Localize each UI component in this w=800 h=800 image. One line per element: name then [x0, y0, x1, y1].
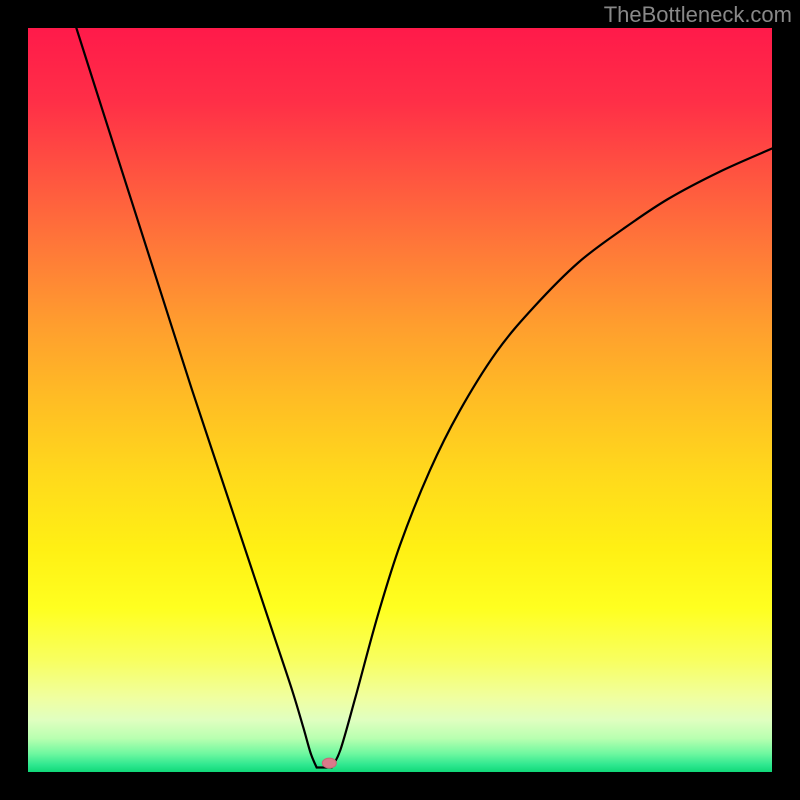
chart-container: TheBottleneck.com: [0, 0, 800, 800]
bottleneck-chart: [0, 0, 800, 800]
plot-background: [28, 28, 772, 772]
watermark-text: TheBottleneck.com: [604, 2, 792, 28]
optimal-point-marker: [322, 758, 336, 768]
